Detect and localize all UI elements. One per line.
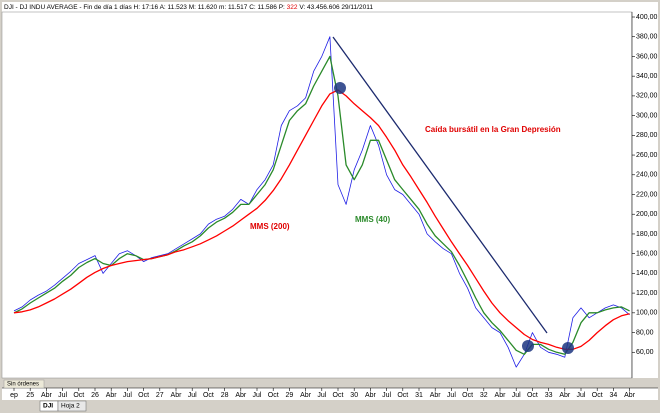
x-tick-label: 30: [350, 392, 358, 399]
x-tick-label: Jul: [317, 392, 326, 399]
y-tick-label: 340,00: [636, 73, 658, 80]
x-tick-label: Abr: [559, 392, 571, 399]
toolbar-text: DJI - DJ INDU AVERAGE - Fin de día 1 día…: [4, 4, 373, 11]
y-tick-label: 380,00: [636, 34, 658, 41]
x-tick-label: Abr: [300, 392, 312, 399]
x-tick-label: Oct: [592, 392, 603, 399]
y-tick-label: 240,00: [636, 172, 658, 179]
y-tick-label: 60,00: [636, 349, 654, 356]
x-tick-label: Oct: [73, 392, 84, 399]
x-tick-label: 28: [221, 392, 229, 399]
x-tick-label: Abr: [235, 392, 247, 399]
x-axis-area: [2, 388, 658, 400]
y-tick-label: 100,00: [636, 310, 658, 317]
series-label: MMS (40): [355, 215, 390, 224]
y-tick-label: 280,00: [636, 132, 658, 139]
x-tick-label: Jul: [58, 392, 67, 399]
toolbar: [2, 2, 658, 12]
x-tick-label: Oct: [462, 392, 473, 399]
x-tick-label: Jul: [577, 392, 586, 399]
y-tick-label: 180,00: [636, 231, 658, 238]
y-tick-label: 220,00: [636, 191, 658, 198]
cross-marker: [562, 342, 574, 354]
tab[interactable]: [57, 400, 87, 412]
tab-label[interactable]: DJI: [43, 403, 53, 410]
x-tick-label: 27: [156, 392, 164, 399]
x-tick-label: Abr: [41, 392, 53, 399]
x-tick-label: 25: [26, 392, 34, 399]
annotation: Caída bursátil en la Gran Depresión: [425, 125, 561, 134]
x-tick-label: Jul: [512, 392, 521, 399]
x-tick-label: 34: [610, 392, 618, 399]
status-box: [3, 379, 45, 389]
x-tick-label: Jul: [382, 392, 391, 399]
x-tick-label: Abr: [495, 392, 507, 399]
tab-bar: [2, 401, 658, 413]
x-tick-label: 32: [480, 392, 488, 399]
toolbar-highlight: 322: [287, 4, 298, 11]
x-tick-label: Jul: [188, 392, 197, 399]
x-tick-label: Jul: [123, 392, 132, 399]
toolbar-rest: V: 43.456.606 29/11/2011: [299, 4, 373, 11]
cross-marker: [334, 82, 346, 94]
y-tick-label: 140,00: [636, 270, 658, 277]
x-tick-label: Oct: [268, 392, 279, 399]
series-label: MMS (200): [250, 222, 290, 231]
y-tick-label: 400,00: [636, 14, 658, 21]
y-tick-label: 200,00: [636, 211, 658, 218]
y-tick-label: 320,00: [636, 93, 658, 100]
series-line: [13, 89, 630, 350]
x-tick-label: Abr: [365, 392, 377, 399]
x-tick-label: ep: [10, 392, 18, 399]
x-tick-label: Jul: [447, 392, 456, 399]
status: Sin órdenes: [7, 382, 39, 388]
trend-line: [332, 36, 548, 334]
x-tick-label: 29: [286, 392, 294, 399]
y-tick-label: 300,00: [636, 112, 658, 119]
x-tick-label: 31: [415, 392, 423, 399]
x-tick-label: Oct: [333, 392, 344, 399]
x-tick-label: Oct: [527, 392, 538, 399]
x-tick-label: Oct: [397, 392, 408, 399]
y-tick-label: 80,00: [636, 329, 654, 336]
x-tick-label: Oct: [203, 392, 214, 399]
x-tick-label: Oct: [138, 392, 149, 399]
x-tick-label: 26: [91, 392, 99, 399]
y-tick-label: 260,00: [636, 152, 658, 159]
x-tick-label: Abr: [624, 392, 636, 399]
x-tick-label: Jul: [253, 392, 262, 399]
plot-area: [1, 11, 633, 379]
tab-label[interactable]: Hoja 2: [61, 403, 80, 410]
axis-area: [632, 12, 658, 378]
x-tick-label: Abr: [171, 392, 183, 399]
y-tick-label: 120,00: [636, 290, 658, 297]
y-tick-label: 360,00: [636, 53, 658, 60]
x-tick-label: Abr: [430, 392, 442, 399]
x-tick-label: Abr: [106, 392, 118, 399]
y-tick-label: 160,00: [636, 251, 658, 258]
x-tick-label: 33: [545, 392, 553, 399]
toolbar-info: DJI - DJ INDU AVERAGE - Fin de día 1 día…: [4, 4, 285, 11]
cross-marker: [522, 340, 534, 352]
